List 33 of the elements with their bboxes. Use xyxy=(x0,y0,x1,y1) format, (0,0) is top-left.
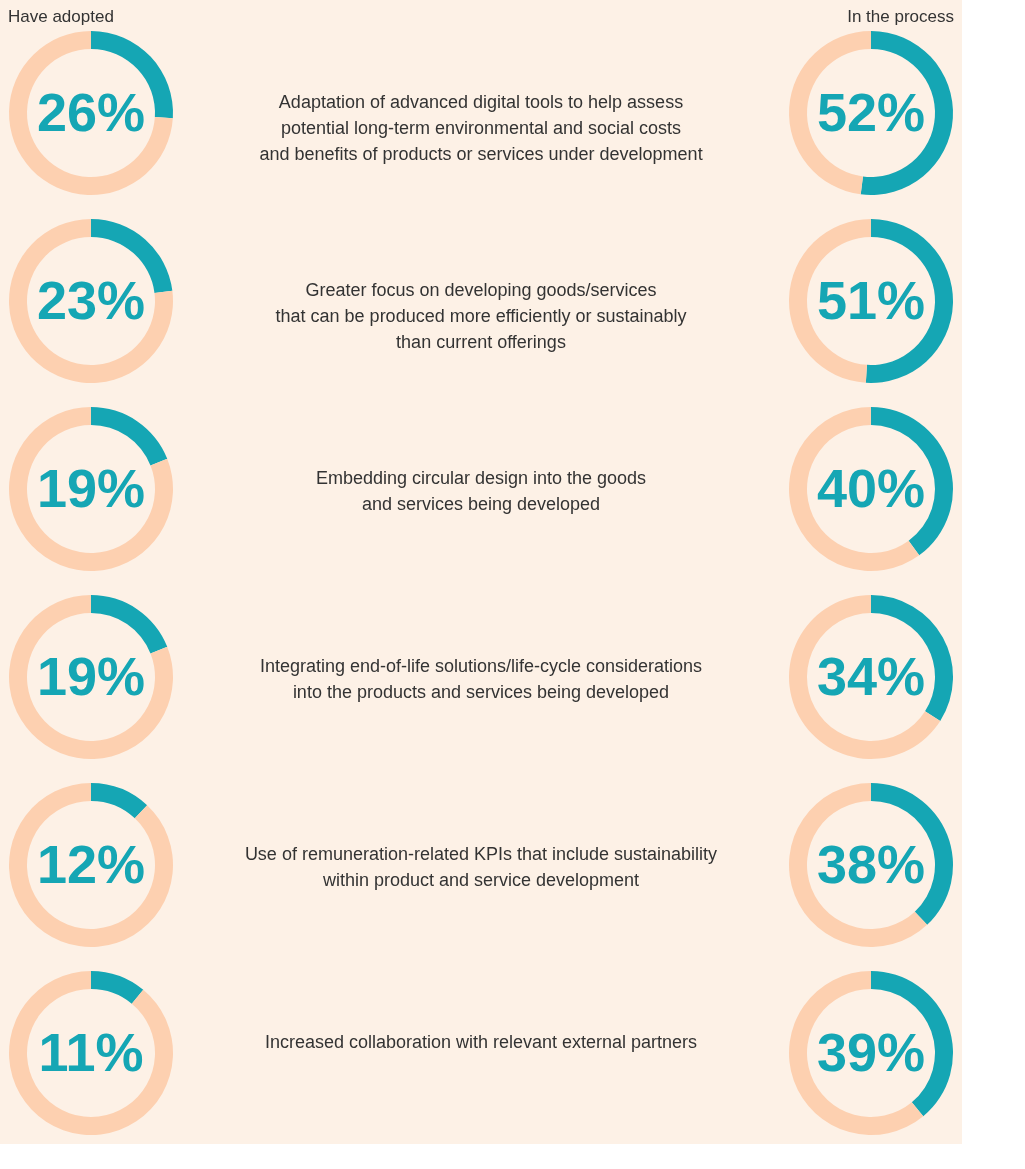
data-label: 34% xyxy=(816,646,926,706)
donut-slice xyxy=(789,595,941,759)
donut-slice xyxy=(9,219,173,383)
text: Adaptation of advanced digital tools to help assess potential long-term environmental and social costs and benefits of products or services under development xyxy=(259,92,703,164)
data-label: 51% xyxy=(816,270,926,330)
data-label: 19% xyxy=(36,458,146,518)
donut-slice xyxy=(9,595,173,759)
text: Embedding circular design into the goods and services being developed xyxy=(315,468,647,514)
donut-slice xyxy=(9,783,173,947)
donut-slice xyxy=(9,971,173,1135)
donut-slice xyxy=(91,595,168,654)
text: Integrating end-of-life solutions/life-cycle considerations into the products and services being developed xyxy=(259,656,703,702)
data-label: 38% xyxy=(816,834,926,894)
donut-slice xyxy=(789,783,928,947)
data-label: 52% xyxy=(816,82,926,142)
data-label: 40% xyxy=(816,458,926,518)
chart-title: Have adopted xyxy=(8,7,114,26)
data-label: 19% xyxy=(36,646,146,706)
data-label: 26% xyxy=(36,82,146,142)
chart-title: In the process xyxy=(847,7,954,26)
data-label: 23% xyxy=(36,270,146,330)
donut-slice xyxy=(91,783,148,819)
donut-slice xyxy=(9,31,173,195)
donut-slice xyxy=(91,971,144,1004)
text: Use of remuneration-related KPIs that include sustainability within product and service development xyxy=(244,844,718,890)
data-label: 39% xyxy=(816,1022,926,1082)
text: Increased collaboration with relevant external partners xyxy=(264,1032,698,1052)
text: Greater focus on developing goods/services that can be produced more efficiently or sustainably than current offerings xyxy=(275,280,687,352)
donut-slice xyxy=(9,407,173,571)
data-label: 12% xyxy=(36,834,146,894)
data-label: 11% xyxy=(38,1022,144,1082)
donut-slice xyxy=(789,971,924,1135)
donut-slice xyxy=(91,407,168,466)
